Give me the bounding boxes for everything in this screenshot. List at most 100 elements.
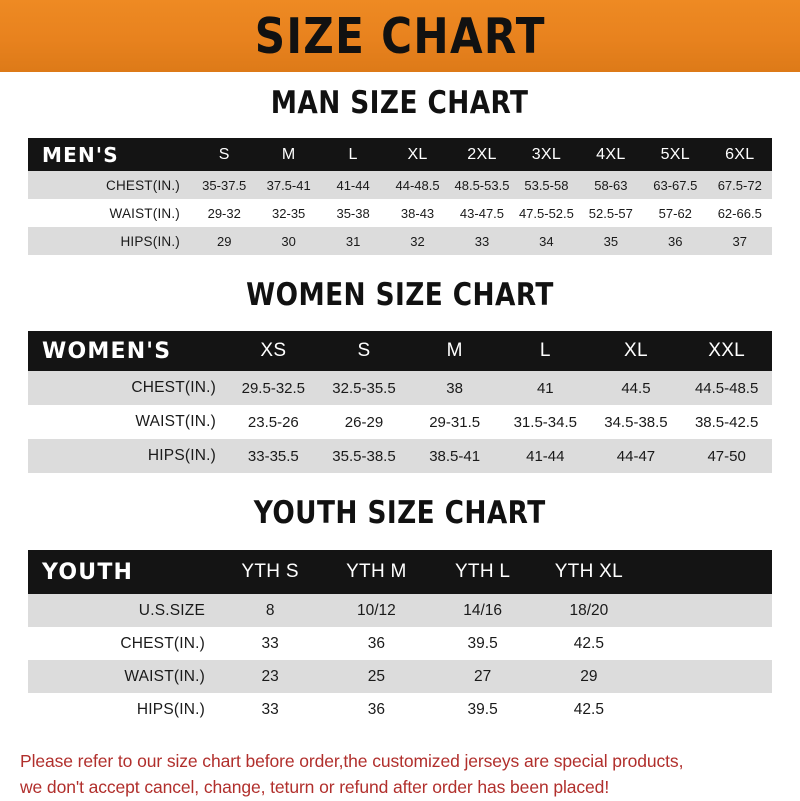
youth-size-col-0: YTH S bbox=[241, 561, 299, 582]
youth-spacer-cell bbox=[642, 627, 772, 660]
youth-section-title: YOUTH SIZE CHART bbox=[0, 495, 800, 531]
women-row-label-waist: WAIST(IN.) bbox=[135, 413, 216, 430]
men-chart-wrapper: MEN'S S M L XL 2XL 3XL 4XL 5XL 6XL CHEST… bbox=[28, 138, 772, 255]
youth-waist-2: 27 bbox=[474, 667, 492, 685]
women-chart-wrapper: WOMEN'S XS S M L XL XXL CHEST(IN.) 29.5-… bbox=[28, 331, 772, 473]
women-size-col-0: XS bbox=[260, 340, 287, 361]
women-size-table: WOMEN'S XS S M L XL XXL CHEST(IN.) 29.5-… bbox=[28, 331, 772, 473]
youth-row-label-us-size: U.S.SIZE bbox=[138, 601, 205, 619]
men-size-col-7: 5XL bbox=[660, 145, 690, 163]
page-banner: SIZE CHART bbox=[0, 0, 800, 72]
women-chest-5: 44.5-48.5 bbox=[694, 379, 759, 397]
table-row: CHEST(IN.) 29.5-32.5 32.5-35.5 38 41 44.… bbox=[28, 371, 772, 405]
men-chest-8: 67.5-72 bbox=[717, 177, 762, 193]
men-waist-1: 32-35 bbox=[272, 205, 306, 221]
youth-header-row: YOUTH YTH S YTH M YTH L YTH XL bbox=[28, 550, 772, 594]
women-waist-5: 38.5-42.5 bbox=[694, 413, 759, 431]
table-row: WAIST(IN.) 29-32 32-35 35-38 38-43 43-47… bbox=[28, 199, 772, 227]
women-chest-0: 29.5-32.5 bbox=[241, 379, 306, 397]
men-section-title: MAN SIZE CHART bbox=[0, 85, 800, 121]
women-hips-2: 38.5-41 bbox=[429, 447, 481, 465]
men-hips-3: 32 bbox=[410, 233, 425, 249]
men-waist-5: 47.5-52.5 bbox=[518, 205, 574, 221]
youth-size-col-3: YTH XL bbox=[554, 561, 624, 582]
table-row: HIPS(IN.) 33 36 39.5 42.5 bbox=[28, 693, 772, 726]
women-size-col-5: XXL bbox=[708, 340, 746, 361]
men-chest-6: 58-63 bbox=[594, 177, 628, 193]
men-header-label: MEN'S bbox=[42, 142, 119, 167]
men-size-col-6: 4XL bbox=[596, 145, 626, 163]
youth-chest-3: 42.5 bbox=[573, 634, 604, 652]
men-chest-4: 48.5-53.5 bbox=[454, 177, 510, 193]
men-header-row: MEN'S S M L XL 2XL 3XL 4XL 5XL 6XL bbox=[28, 138, 772, 171]
table-row: HIPS(IN.) 33-35.5 35.5-38.5 38.5-41 41-4… bbox=[28, 439, 772, 473]
youth-hips-2: 39.5 bbox=[467, 700, 498, 718]
men-waist-7: 57-62 bbox=[658, 205, 692, 221]
men-size-col-1: M bbox=[281, 145, 296, 163]
men-size-col-8: 6XL bbox=[725, 145, 755, 163]
youth-us-size-3: 18/20 bbox=[569, 601, 609, 619]
women-chest-1: 32.5-35.5 bbox=[332, 379, 396, 397]
women-size-col-1: S bbox=[357, 340, 371, 361]
notice-line-2: we don't accept cancel, change, teturn o… bbox=[20, 777, 610, 798]
women-hips-4: 44-47 bbox=[616, 447, 656, 465]
men-size-col-4: 2XL bbox=[467, 145, 497, 163]
women-chest-2: 38 bbox=[446, 379, 463, 397]
men-waist-3: 38-43 bbox=[400, 205, 435, 221]
youth-hips-0: 33 bbox=[261, 700, 279, 718]
men-chest-1: 37.5-41 bbox=[266, 177, 311, 193]
men-size-col-5: 3XL bbox=[531, 145, 562, 163]
youth-size-table: YOUTH YTH S YTH M YTH L YTH XL U.S.SIZE … bbox=[28, 550, 772, 726]
women-section-title: WOMEN SIZE CHART bbox=[0, 277, 800, 313]
men-section-title-text: MAN SIZE CHART bbox=[271, 85, 529, 121]
youth-us-size-1: 10/12 bbox=[356, 601, 396, 619]
women-row-label-hips: HIPS(IN.) bbox=[147, 447, 216, 464]
women-waist-4: 34.5-38.5 bbox=[604, 413, 668, 431]
youth-waist-0: 23 bbox=[261, 667, 279, 685]
youth-table-body: YOUTH YTH S YTH M YTH L YTH XL U.S.SIZE … bbox=[28, 550, 772, 726]
youth-chest-2: 39.5 bbox=[467, 634, 498, 652]
men-chest-7: 63-67.5 bbox=[653, 177, 698, 193]
youth-spacer-cell bbox=[642, 660, 772, 693]
women-row-label-chest: CHEST(IN.) bbox=[131, 379, 216, 396]
youth-section-title-text: YOUTH SIZE CHART bbox=[254, 495, 546, 531]
youth-chest-0: 33 bbox=[261, 634, 279, 652]
notice-line-1: Please refer to our size chart before or… bbox=[20, 751, 684, 771]
youth-chest-1: 36 bbox=[367, 634, 385, 652]
men-size-col-3: XL bbox=[407, 145, 428, 163]
women-chest-4: 44.5 bbox=[621, 379, 651, 397]
women-waist-1: 26-29 bbox=[344, 413, 384, 431]
men-hips-1: 30 bbox=[281, 233, 296, 249]
table-row: U.S.SIZE 8 10/12 14/16 18/20 bbox=[28, 594, 772, 627]
youth-row-label-hips: HIPS(IN.) bbox=[136, 700, 205, 718]
youth-header-label: YOUTH bbox=[42, 559, 134, 585]
women-size-col-4: XL bbox=[624, 340, 648, 361]
table-row: CHEST(IN.) 33 36 39.5 42.5 bbox=[28, 627, 772, 660]
youth-hips-3: 42.5 bbox=[573, 700, 604, 718]
women-hips-0: 33-35.5 bbox=[247, 447, 299, 465]
youth-size-col-1: YTH M bbox=[346, 561, 407, 582]
women-section-title-text: WOMEN SIZE CHART bbox=[246, 277, 554, 313]
women-size-col-2: M bbox=[446, 340, 463, 361]
men-table-body: MEN'S S M L XL 2XL 3XL 4XL 5XL 6XL CHEST… bbox=[28, 138, 772, 255]
women-waist-0: 23.5-26 bbox=[247, 413, 299, 431]
table-row: CHEST(IN.) 35-37.5 37.5-41 41-44 44-48.5… bbox=[28, 171, 772, 199]
youth-waist-1: 25 bbox=[367, 667, 385, 685]
youth-row-label-waist: WAIST(IN.) bbox=[124, 667, 205, 685]
men-row-label-waist: WAIST(IN.) bbox=[109, 205, 180, 221]
men-hips-4: 33 bbox=[474, 233, 490, 249]
page-title: SIZE CHART bbox=[254, 7, 546, 65]
order-policy-notice: Please refer to our size chart before or… bbox=[20, 748, 780, 801]
men-size-col-2: L bbox=[348, 145, 358, 163]
youth-waist-3: 29 bbox=[580, 667, 598, 685]
men-hips-0: 29 bbox=[216, 233, 232, 249]
men-hips-7: 36 bbox=[668, 233, 683, 249]
table-row: WAIST(IN.) 23 25 27 29 bbox=[28, 660, 772, 693]
men-hips-6: 35 bbox=[603, 233, 619, 249]
men-hips-5: 34 bbox=[539, 233, 554, 249]
men-waist-0: 29-32 bbox=[207, 205, 241, 221]
youth-size-col-2: YTH L bbox=[454, 561, 511, 582]
women-size-col-3: L bbox=[539, 340, 551, 361]
men-waist-8: 62-66.5 bbox=[717, 205, 762, 221]
women-header-label: WOMEN'S bbox=[42, 338, 172, 364]
